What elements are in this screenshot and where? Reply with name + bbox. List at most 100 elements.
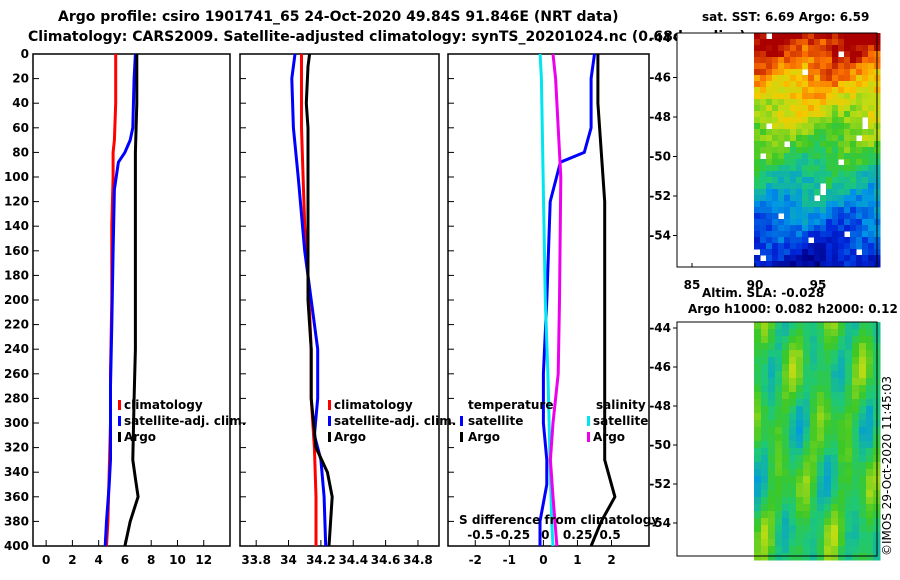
map-cell [775, 511, 783, 519]
map-cell [850, 45, 857, 52]
map-cell [803, 371, 811, 379]
map-cell [808, 57, 815, 64]
map-cell [817, 476, 825, 484]
map-cell [820, 57, 827, 64]
map-cell [778, 135, 785, 142]
map-cell [844, 207, 851, 214]
map-cell [859, 546, 867, 554]
map-cell [784, 147, 791, 154]
map-cell [782, 329, 790, 337]
map-cell [826, 141, 833, 148]
map-cell [796, 117, 803, 124]
map-cell [817, 553, 825, 561]
map-cell [803, 539, 811, 547]
map-cell [852, 448, 860, 456]
map-cell [768, 357, 776, 365]
map-cell [796, 39, 803, 46]
map-cell [808, 249, 815, 256]
map-cell [820, 129, 827, 136]
map-cell [768, 385, 776, 393]
map-cell [754, 147, 761, 154]
map-cell [782, 539, 790, 547]
map-cell [754, 420, 762, 428]
map-cell [766, 153, 773, 160]
map-cell [832, 81, 839, 88]
map-cell [766, 171, 773, 178]
map-cell [789, 546, 797, 554]
map-cell [845, 392, 853, 400]
map-cell [796, 504, 804, 512]
map-cell [760, 141, 767, 148]
map-cell [844, 237, 851, 244]
map-cell [859, 343, 867, 351]
map-cell [784, 123, 791, 130]
map-cell [844, 75, 851, 82]
map-cell [810, 553, 818, 561]
map-cell [866, 448, 874, 456]
map-cell [768, 343, 776, 351]
map-cell [768, 539, 776, 547]
map-cell [796, 171, 803, 178]
map-cell [820, 33, 827, 40]
map-cell [754, 153, 761, 160]
map-cell [838, 147, 845, 154]
map-cell [868, 147, 875, 154]
map-cell [838, 490, 846, 498]
map-cell [808, 189, 815, 196]
map-cell [761, 322, 769, 330]
map-cell [862, 195, 869, 202]
map-cell [845, 553, 853, 561]
map-cell [808, 153, 815, 160]
map-cell [862, 249, 869, 256]
map-cell [775, 455, 783, 463]
map-cell [775, 329, 783, 337]
map-cell [850, 261, 857, 268]
map-cell [832, 99, 839, 106]
map-cell [850, 159, 857, 166]
panel-frame [239, 53, 440, 547]
y-tick-label: 400 [4, 539, 29, 553]
map-cell [820, 243, 827, 250]
map-cell [796, 350, 804, 358]
map-cell [824, 364, 832, 372]
map-cell [856, 57, 863, 64]
map-cell [856, 243, 863, 250]
map-cell [778, 237, 785, 244]
map-cell [831, 497, 839, 505]
map-cell [754, 490, 762, 498]
map-cell [820, 195, 827, 202]
map-cell [784, 225, 791, 232]
map-cell [810, 406, 818, 414]
map-cell [852, 427, 860, 435]
map-cell [768, 399, 776, 407]
map-cell [844, 165, 851, 172]
map-cell [796, 546, 804, 554]
map-cell [824, 497, 832, 505]
map-cell [796, 195, 803, 202]
map-cell [852, 336, 860, 344]
map-cell [850, 141, 857, 148]
map-cell [789, 455, 797, 463]
map-cell [772, 219, 779, 226]
map-cell [820, 153, 827, 160]
map-cell [768, 490, 776, 498]
map-cell [802, 135, 809, 142]
map-cell [796, 392, 804, 400]
map-cell [820, 141, 827, 148]
map-cell [852, 455, 860, 463]
map-cell [775, 434, 783, 442]
map-cell [845, 434, 853, 442]
map-cell [868, 255, 875, 262]
map-cell [754, 129, 761, 136]
map-cell [826, 123, 833, 130]
map-cell [754, 518, 762, 526]
map-cell [789, 469, 797, 477]
map-cell [850, 39, 857, 46]
map-cell [810, 343, 818, 351]
map-cell [802, 111, 809, 118]
map-cell [772, 51, 779, 58]
map-cell [856, 255, 863, 262]
map-cell [838, 441, 846, 449]
map-cell [803, 511, 811, 519]
map-cell [782, 497, 790, 505]
